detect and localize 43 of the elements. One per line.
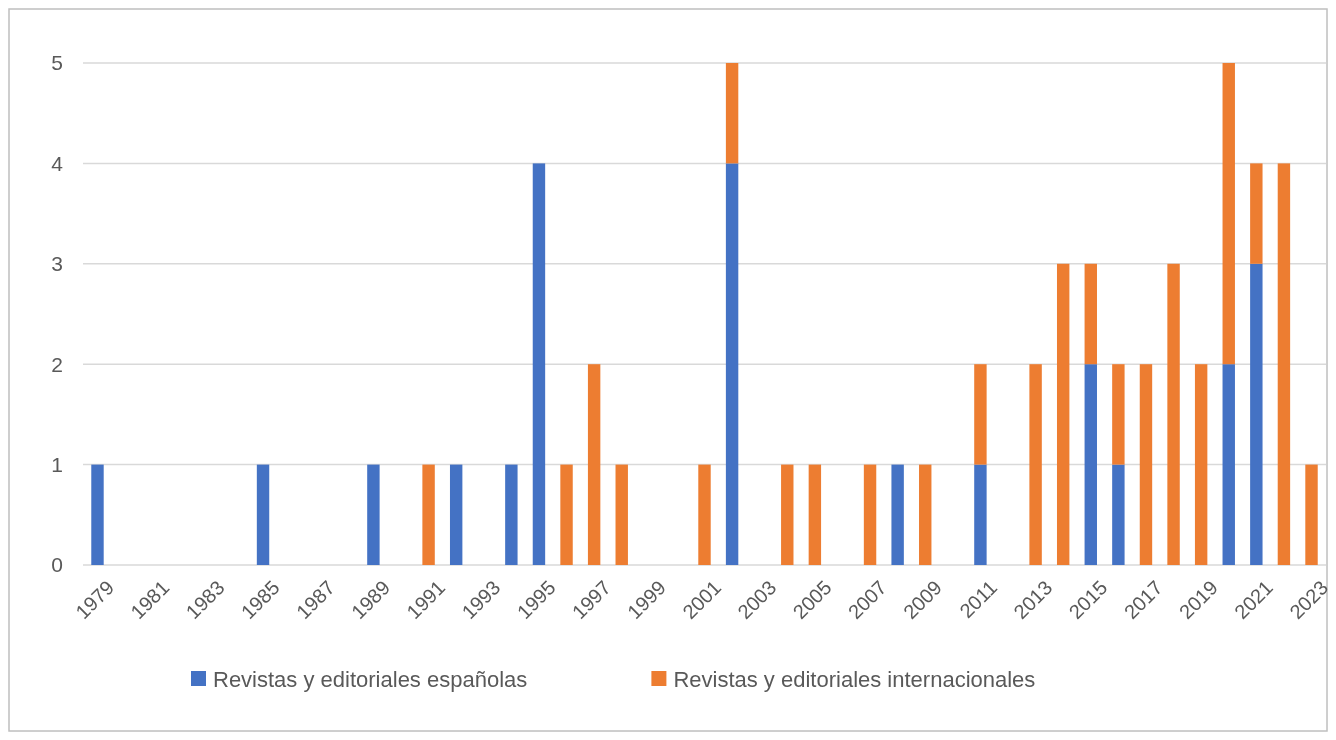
y-tick-label: 4 [51,151,64,175]
bar [91,464,104,565]
legend-label: Revistas y editoriales españolas [213,666,528,692]
bar [1056,263,1070,565]
y-tick-label: 0 [51,553,63,577]
bar [781,464,794,565]
bar [919,464,932,565]
bar [1250,263,1263,565]
y-tick-label: 2 [51,352,63,376]
bar [1277,163,1291,565]
bar [1029,364,1042,565]
bar [863,464,877,565]
bar [615,464,628,565]
bar [1084,263,1097,365]
bar [974,464,987,565]
bar [1112,364,1125,465]
bar [1305,464,1318,565]
bar [1139,364,1153,565]
bar [1222,63,1235,365]
bar [449,464,463,565]
bar [891,464,904,565]
bar [505,464,518,565]
bar [256,464,270,565]
bar [1084,364,1097,565]
bar [725,163,739,565]
y-tick-label: 3 [51,252,63,276]
bar [587,364,601,565]
bar [422,464,435,565]
bar [367,464,380,565]
bar [808,464,822,565]
y-tick-label: 5 [51,51,63,75]
bar [1250,163,1263,264]
bar [1167,263,1180,565]
bar [560,464,573,565]
bar [698,464,711,565]
bar [1222,364,1235,565]
bar [532,163,546,565]
y-tick-label: 1 [51,452,63,476]
bar [1112,464,1125,565]
bar [974,364,987,465]
legend-label: Revistas y editoriales internacionales [673,666,1036,692]
bar [1194,364,1208,565]
bar [725,63,739,164]
